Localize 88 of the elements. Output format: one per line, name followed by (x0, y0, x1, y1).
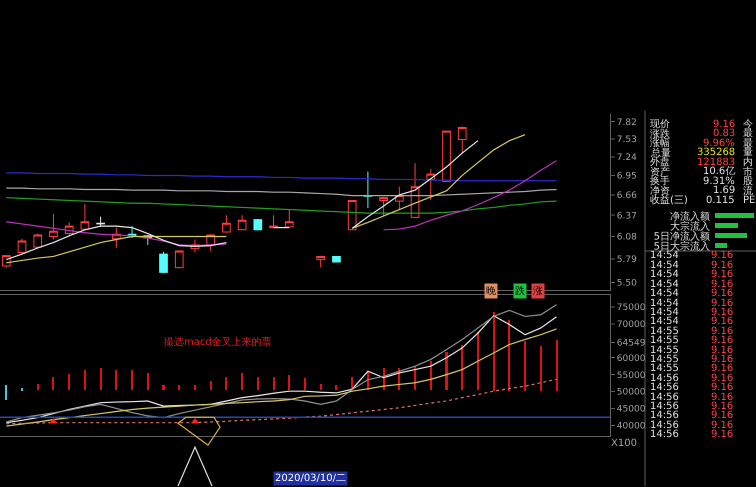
text: 现价 (650, 118, 670, 130)
text: 14:56 (650, 429, 679, 440)
text: 14:54 (650, 316, 679, 327)
text: 14:54 (650, 279, 679, 290)
text: 9.96% (703, 138, 735, 149)
text: 0.83 (713, 128, 736, 139)
text: 流 (743, 185, 753, 197)
text: 涨幅 (650, 137, 670, 149)
text: 涨跌 (650, 128, 670, 140)
text: 2020/03/10/二 (275, 473, 346, 484)
text: 9.16 (711, 316, 734, 327)
text: 14:56 (650, 382, 679, 393)
y-tick-label: 7.24 (616, 152, 638, 163)
text: 14:54 (650, 298, 679, 309)
text: 9.16 (711, 410, 734, 421)
text: 1.69 (713, 185, 736, 196)
text: 14:56 (650, 420, 679, 431)
text: 9.16 (711, 345, 734, 356)
text: 9.16 (711, 373, 734, 384)
y-tick-label: 5.79 (616, 254, 638, 265)
text: 14:54 (650, 307, 679, 318)
text: 资产 (650, 166, 670, 178)
text: 14:56 (650, 401, 679, 412)
text: 9.16 (711, 363, 734, 374)
text: 9.16 (711, 335, 734, 346)
text: 收益(三) (650, 194, 688, 206)
y-tick-label: 45000 (616, 404, 646, 415)
text: 市 (743, 166, 753, 178)
text: 股 (743, 176, 753, 187)
text: 14:55 (650, 354, 679, 365)
text: 335268 (697, 147, 736, 158)
y-tick-label: 7.82 (616, 118, 637, 128)
y-tick-label: 50000 (616, 388, 646, 398)
text: 9.16 (711, 429, 734, 440)
text: 9.16 (711, 401, 734, 412)
text: 9.16 (711, 260, 734, 271)
text: 9.16 (711, 307, 734, 318)
text: 9.16 (711, 392, 734, 403)
y-tick-label: 64549 (616, 338, 646, 348)
y-tick-label: 7.53 (616, 135, 637, 146)
text: 今 (743, 118, 753, 130)
annotation: 涨 (533, 285, 543, 297)
text: 内 (743, 156, 753, 168)
text: 9.31% (703, 176, 735, 187)
text: 14:54 (650, 250, 679, 261)
annotation: 撮选macd金叉上来的票 (164, 336, 272, 348)
y-tick-label: 6.95 (616, 172, 637, 182)
y-tick-label: 70000 (616, 320, 646, 330)
annotation: 晚 (486, 285, 496, 297)
y-tick-label: 60000 (616, 354, 646, 364)
y-tick-label: 6.37 (616, 211, 637, 222)
text: 最 (743, 138, 753, 149)
text: 量 (743, 147, 753, 158)
text: 换手 (650, 175, 670, 187)
text: 14:55 (650, 335, 679, 346)
text: 9.16 (713, 119, 736, 130)
y-tick-label: 5.50 (616, 278, 638, 288)
annotation: 9.16 (711, 250, 734, 261)
y-tick-label: 75000 (616, 303, 646, 314)
text: 14:56 (650, 410, 679, 421)
text: 14:54 (650, 260, 679, 271)
annotation: 跌 (515, 285, 525, 297)
y-tick-label: 40000 (616, 422, 646, 432)
text: 9.16 (711, 420, 734, 431)
text: 14:54 (650, 269, 679, 280)
text: 9.16 (711, 298, 734, 309)
text: 10.6亿 (703, 166, 736, 177)
text: 14:56 (650, 392, 679, 403)
text: 9.16 (711, 288, 734, 299)
text: 最 (743, 128, 753, 139)
text: 9.16 (711, 326, 734, 337)
text: 14:55 (650, 345, 679, 356)
text: 外盘 (650, 156, 670, 168)
y-tick-label: 6.66 (616, 191, 638, 202)
text: 9.16 (711, 279, 734, 290)
text: 14:55 (650, 363, 679, 374)
y-tick-label: 55000 (616, 370, 646, 381)
text: 9.16 (711, 382, 734, 393)
text: 9.16 (711, 354, 734, 365)
text: 14:55 (650, 326, 679, 337)
text: 14:56 (650, 373, 679, 384)
text: 0.115 (706, 195, 735, 206)
text: 14:54 (650, 288, 679, 299)
text: X100 (611, 438, 637, 449)
y-tick-label: 6.08 (616, 232, 638, 243)
text: PE (743, 195, 756, 206)
text: 净资 (650, 185, 670, 197)
text: 9.16 (711, 269, 734, 280)
